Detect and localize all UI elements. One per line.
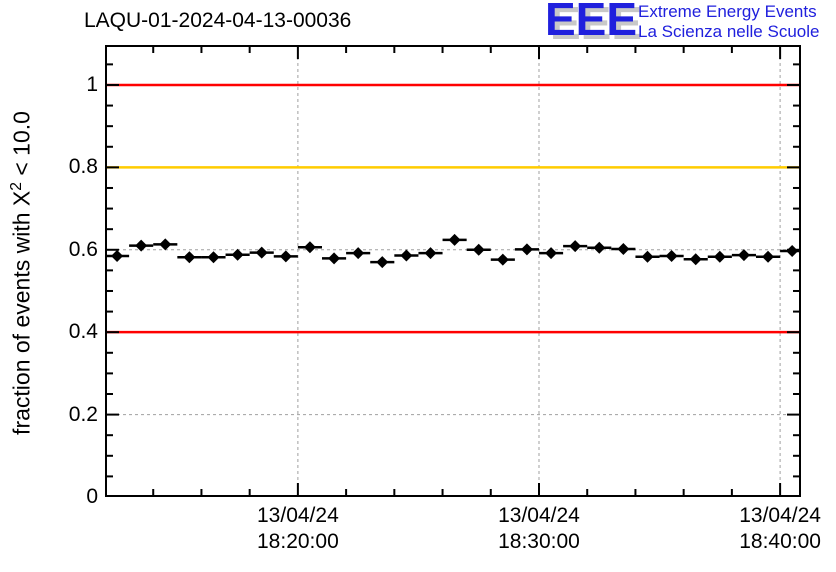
eee-logo: EEE Extreme Energy Events La Scienza nel… — [545, 0, 836, 48]
data-point-marker — [231, 248, 244, 261]
data-point-marker — [448, 233, 461, 246]
x-axis-tick-label: 13/04/24 18:30:00 — [498, 504, 580, 553]
data-point-marker — [207, 251, 220, 264]
data-point-marker — [617, 242, 630, 255]
plot-frame — [105, 45, 801, 497]
data-point-marker — [183, 251, 196, 264]
data-point-marker — [328, 252, 341, 265]
data-point-marker — [737, 249, 750, 262]
eee-logo-line1: Extreme Energy Events — [638, 2, 817, 21]
y-axis-title-superscript: 2 — [8, 182, 25, 191]
data-point-marker — [641, 250, 654, 263]
data-point-marker — [424, 247, 437, 260]
data-point-marker — [665, 249, 678, 262]
data-point-marker — [569, 240, 582, 253]
data-point-marker — [496, 253, 509, 266]
y-axis-title: fraction of events with X2 < 10.0 — [8, 38, 38, 508]
data-point-marker — [376, 256, 389, 269]
data-point-marker — [135, 239, 148, 252]
y-axis-title-prefix: fraction of events with X — [8, 190, 35, 435]
y-axis-tick-label: 0.8 — [68, 155, 98, 179]
data-point-marker — [159, 238, 172, 251]
data-point-marker — [520, 243, 533, 256]
data-point-marker — [689, 253, 702, 266]
data-point-marker — [400, 249, 413, 262]
data-point-marker — [111, 249, 124, 262]
data-point-marker — [472, 243, 485, 256]
data-point-marker — [713, 250, 726, 263]
y-axis-tick-label: 1 — [86, 72, 98, 96]
data-point-marker — [786, 245, 799, 258]
data-point-marker — [279, 250, 292, 263]
data-point-marker — [255, 246, 268, 259]
y-axis-tick-label: 0.2 — [68, 402, 98, 426]
data-point-marker — [303, 241, 316, 254]
eee-logo-text: Extreme Energy Events La Scienza nelle S… — [638, 2, 819, 42]
data-point-marker — [545, 247, 558, 260]
y-axis-tick-label: 0.6 — [68, 237, 98, 261]
eee-logo-acronym: EEE — [545, 0, 638, 45]
x-axis-tick-label: 13/04/24 18:40:00 — [739, 504, 821, 553]
x-axis-tick-label: 13/04/24 18:20:00 — [257, 504, 339, 553]
y-axis-tick-label: 0.4 — [68, 320, 98, 344]
plot-title: LAQU-01-2024-04-13-00036 — [84, 9, 352, 32]
data-point-marker — [352, 247, 365, 260]
eee-logo-line2: La Scienza nelle Scuole — [638, 22, 820, 41]
data-point-marker — [762, 250, 775, 263]
data-point-marker — [593, 241, 606, 254]
y-axis-tick-label: 0 — [86, 485, 98, 508]
plot-area — [105, 45, 801, 497]
